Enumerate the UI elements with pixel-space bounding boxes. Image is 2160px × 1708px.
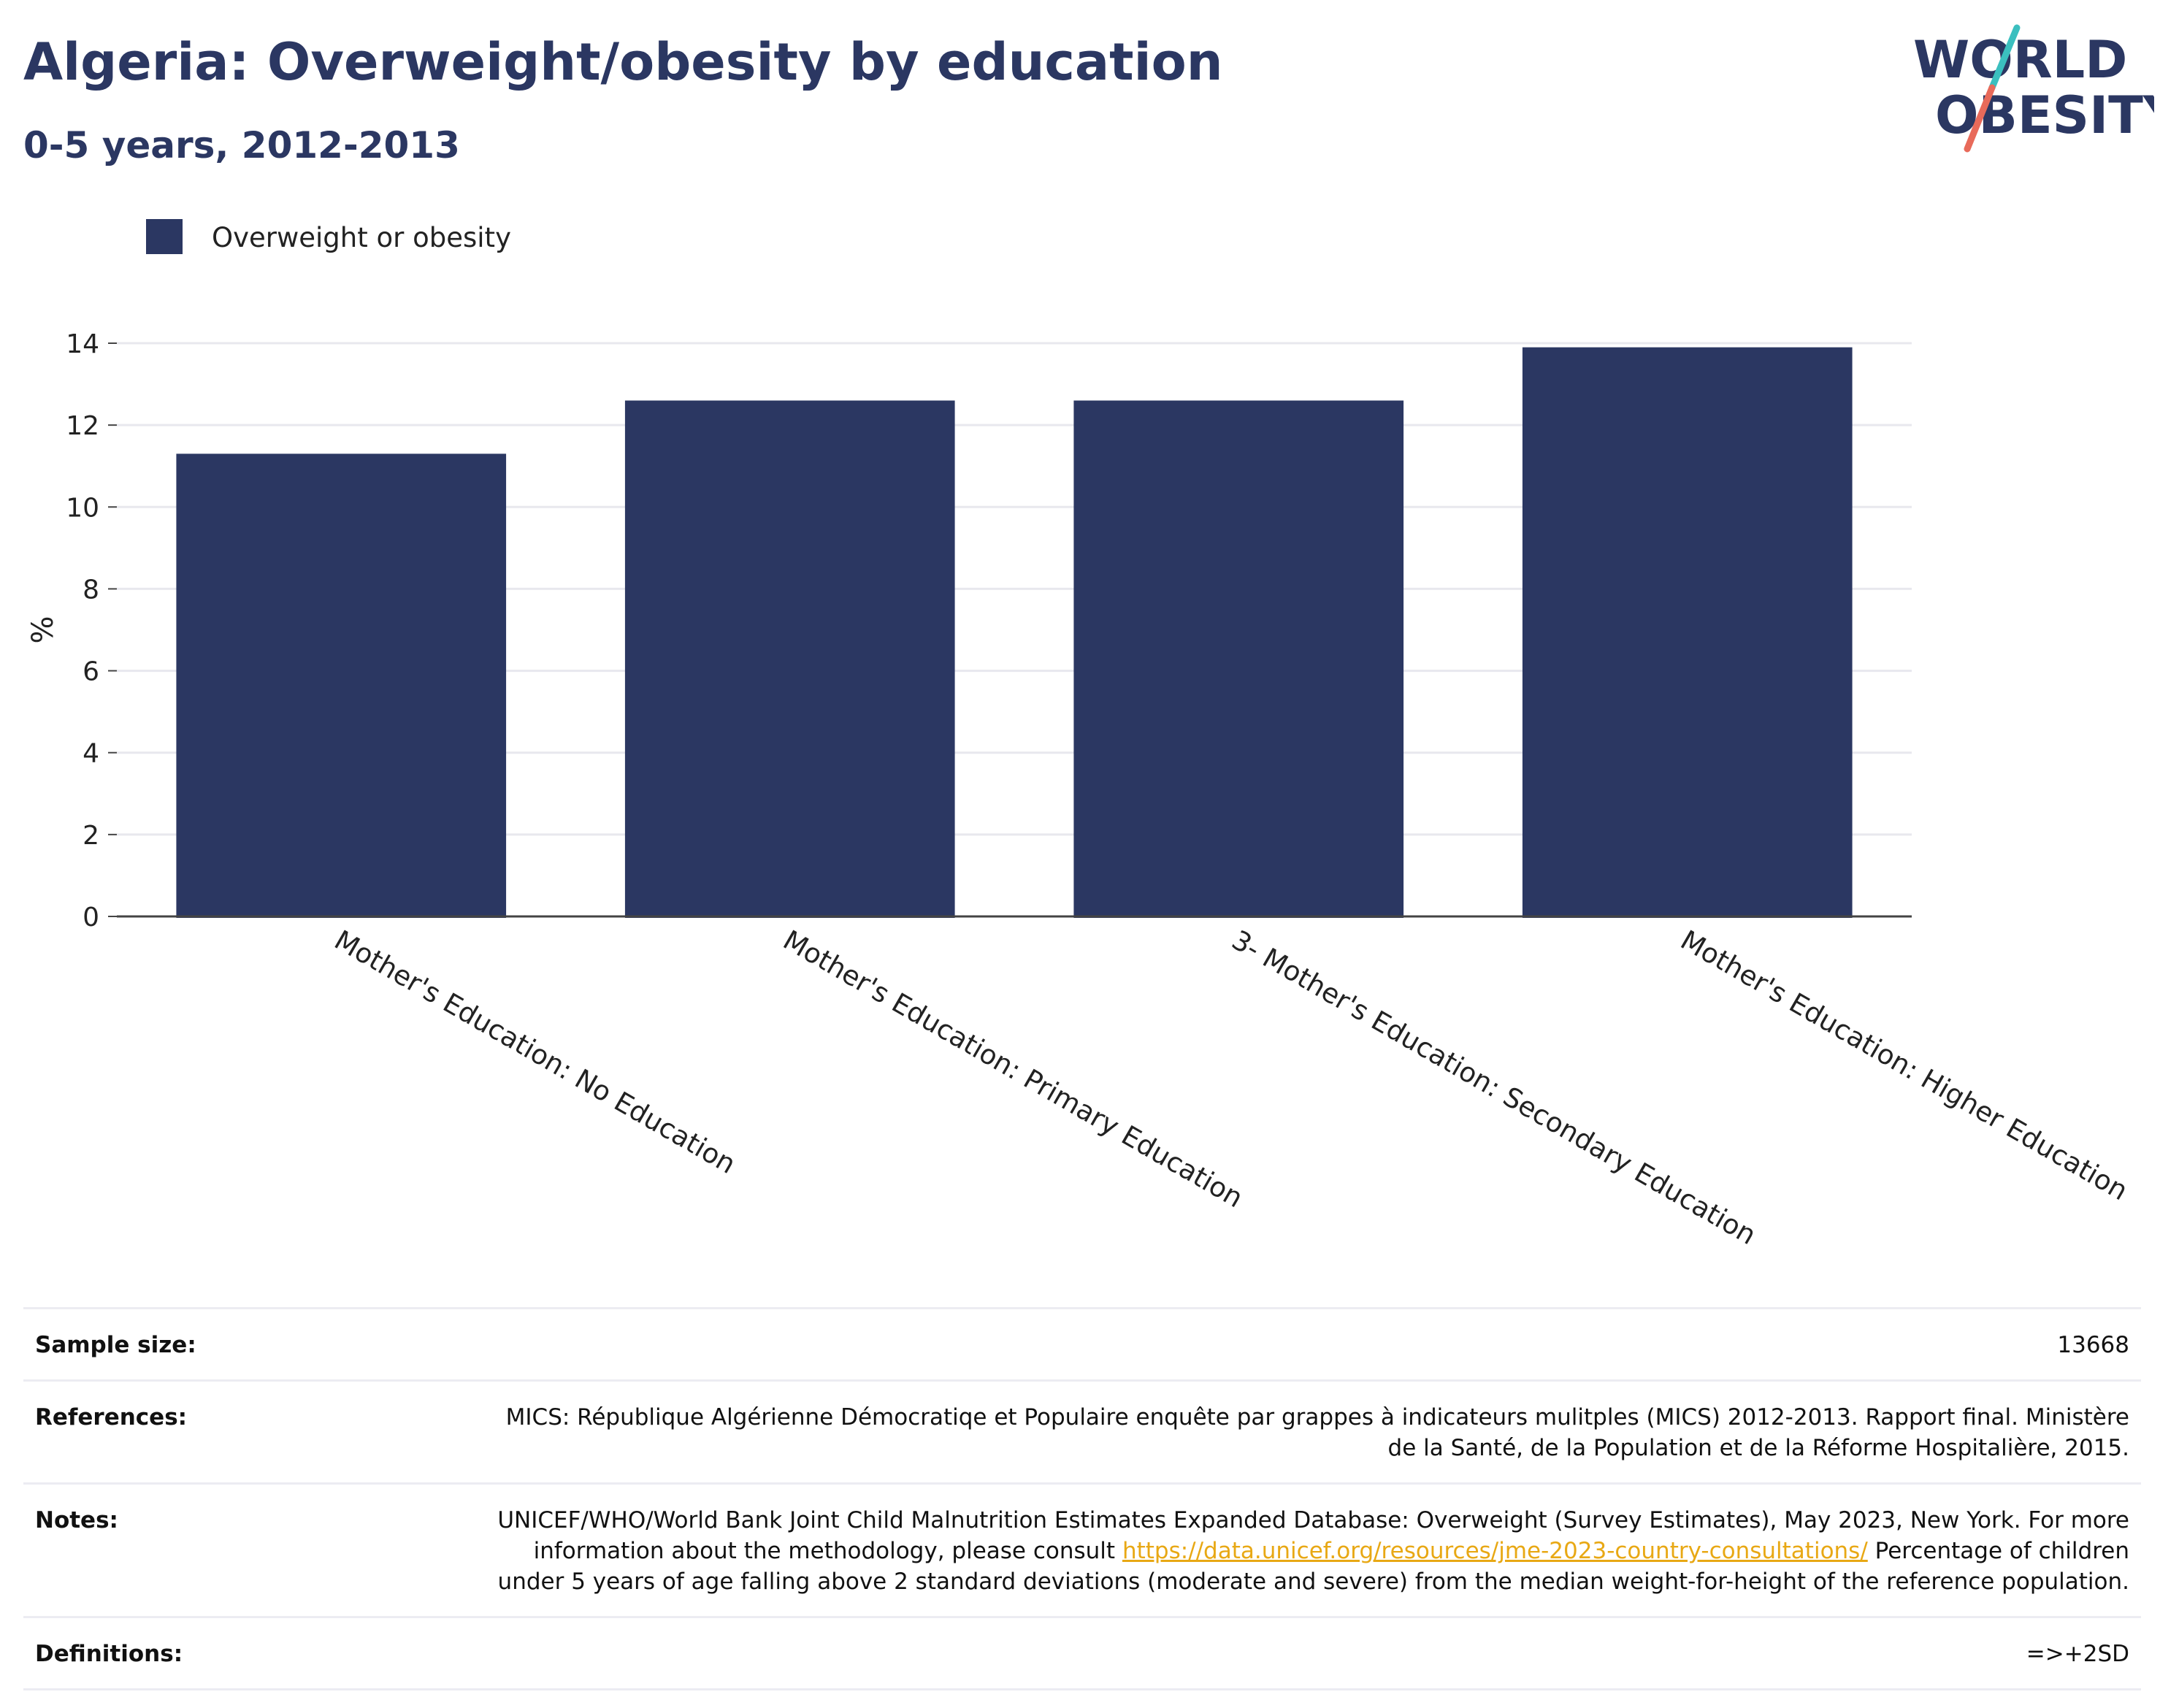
notes-text-after: Percentage of children under 5 years of …	[497, 1538, 2129, 1595]
footer-row-notes: Notes: UNICEF/WHO/World Bank Joint Child…	[23, 1482, 2141, 1616]
x-tick-label: Mother's Education: No Education	[329, 924, 741, 1180]
footer-row-sample-size: Sample size: 13668	[23, 1307, 2141, 1379]
y-tick-label: 12	[66, 411, 99, 441]
notes-text-before: UNICEF/WHO/World Bank Joint Child Malnut…	[497, 1507, 2129, 1564]
footer-row-references: References: MICS: République Algérienne …	[23, 1379, 2141, 1482]
bar	[624, 400, 955, 918]
logo-slash-teal	[1988, 24, 2021, 91]
bar	[1073, 400, 1404, 918]
bar-chart: 0 2 4 6 8 10 12 14% Mother's Education: No Educa…	[26, 219, 2133, 1252]
world-obesity-logo: WORLD OBESITY	[1913, 24, 2154, 153]
legend-swatch	[146, 219, 183, 254]
y-tick-label: 10	[66, 493, 99, 523]
y-tick-label: 0	[83, 903, 99, 932]
footer-table: Sample size: 13668 References: MICS: Rép…	[23, 1307, 2141, 1690]
bar	[176, 453, 507, 918]
logo-line-world: WORLD	[1913, 30, 2127, 90]
chart-title: Algeria: Overweight/obesity by education	[23, 32, 1223, 92]
references-label: References:	[35, 1404, 188, 1431]
sample-size-label: Sample size:	[35, 1332, 196, 1358]
y-axis-label: %	[26, 616, 60, 643]
logo-slash-coral	[1964, 84, 1996, 153]
y-tick-label: 6	[83, 657, 99, 687]
references-value: MICS: République Algérienne Démocratiqe …	[505, 1404, 2129, 1461]
y-tick-label: 2	[83, 821, 99, 851]
x-tick-label: Mother's Education: Higher Education	[1675, 924, 2133, 1207]
footer-row-definitions: Definitions: =>+2SD	[23, 1616, 2141, 1690]
x-tick-label: 3- Mother's Education: Secondary Educati…	[1227, 924, 1761, 1252]
y-tick-label: 4	[83, 739, 99, 769]
y-tick-label: 14	[66, 329, 99, 359]
notes-label: Notes:	[35, 1507, 118, 1533]
definitions-value: =>+2SD	[2026, 1641, 2129, 1667]
notes-link[interactable]: https://data.unicef.org/resources/jme-20…	[1122, 1538, 1868, 1564]
y-tick-label: 8	[83, 575, 99, 605]
legend-label: Overweight or obesity	[212, 222, 511, 253]
x-tick-label: Mother's Education: Primary Education	[778, 924, 1248, 1214]
bar	[1522, 347, 1853, 918]
notes-value: UNICEF/WHO/World Bank Joint Child Malnut…	[479, 1505, 2129, 1597]
sample-size-value: 13668	[2057, 1332, 2129, 1358]
definitions-label: Definitions:	[35, 1641, 183, 1667]
chart-subtitle: 0-5 years, 2012-2013	[23, 124, 460, 166]
